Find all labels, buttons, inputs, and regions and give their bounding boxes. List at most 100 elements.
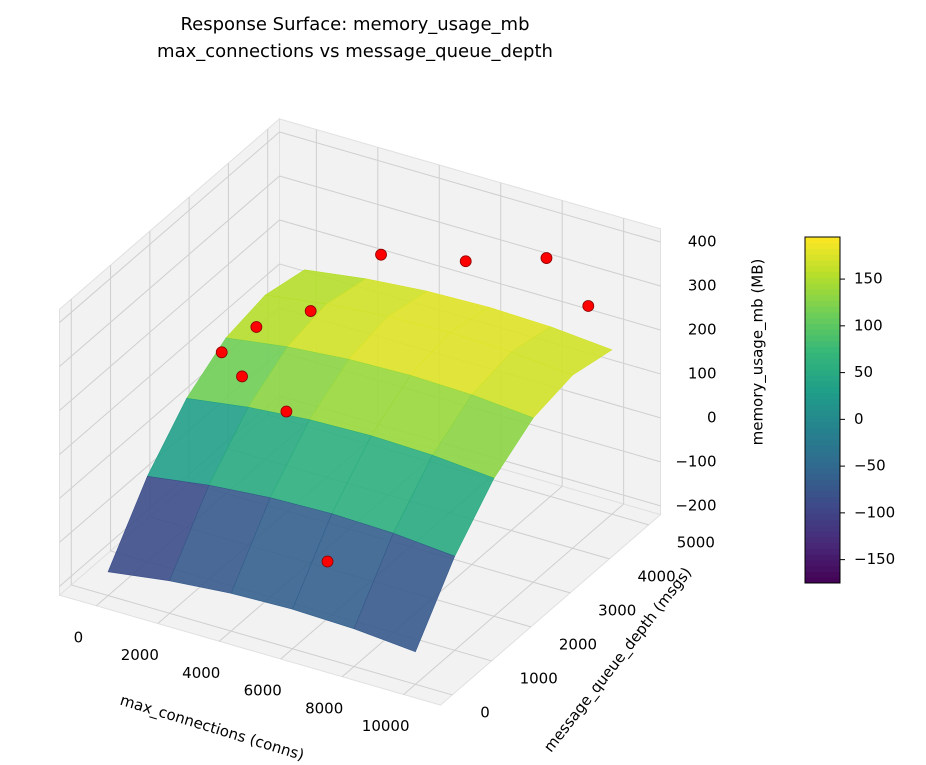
x-tick-label: 0 (74, 628, 84, 646)
x-tick-label: 10000 (362, 717, 410, 735)
colorbar-segment (805, 508, 840, 515)
grid-line (341, 485, 563, 678)
colorbar-segment (805, 554, 840, 561)
data-point (540, 252, 553, 264)
colorbar-segment (805, 363, 840, 371)
colorbar-segment (805, 479, 840, 486)
colorbar-segment (805, 254, 840, 261)
y-tick-label: 1000 (520, 669, 558, 687)
y-tick-label: 0 (480, 703, 490, 721)
z-tick-label: 200 (688, 320, 717, 338)
y-tick-label: 3000 (598, 601, 636, 619)
colorbar-segment (805, 277, 840, 284)
colorbar-segment (805, 536, 840, 544)
colorbar-segment (805, 559, 840, 567)
x-tick-label: 4000 (182, 664, 220, 682)
colorbar-segment (805, 381, 840, 388)
z-tick-label: 400 (688, 233, 717, 251)
colorbar-segment (805, 444, 840, 451)
colorbar-segment (805, 404, 840, 411)
grid-line (279, 175, 661, 287)
data-point (250, 321, 263, 333)
colorbar-segment (805, 323, 840, 330)
colorbar-segment (805, 346, 840, 353)
colorbar-segment (805, 565, 840, 572)
colorbar-segment (805, 525, 840, 532)
y-tick-label: 4000 (637, 567, 675, 585)
y-tick-label: 2000 (559, 635, 597, 653)
colorbar-segment (805, 306, 840, 313)
colorbar-segment (805, 513, 840, 521)
colorbar-segment (805, 502, 840, 509)
grid-line (279, 131, 661, 243)
colorbar-segment (805, 248, 840, 255)
colorbar-segment (805, 294, 840, 301)
colorbar-segment (805, 369, 840, 376)
colorbar-segment (805, 571, 840, 578)
grid-line (59, 175, 280, 367)
colorbar-segment (805, 271, 840, 278)
colorbar-segment (805, 484, 840, 492)
colorbar-segment (805, 542, 840, 549)
chart-title: Response Surface: memory_usage_mb (180, 14, 529, 35)
data-point (304, 305, 317, 317)
colorbar-segment (805, 410, 840, 417)
colorbar-segment (805, 335, 840, 342)
colorbar-segment (805, 577, 840, 584)
colorbar-segment (805, 496, 840, 503)
z-tick-label: 0 (707, 408, 717, 426)
colorbar-segment (805, 548, 840, 555)
colorbar-segment (805, 283, 840, 290)
colorbar-tick-label: 50 (854, 363, 873, 381)
colorbar-segment (805, 415, 840, 423)
z-tick-label: −200 (675, 496, 716, 514)
colorbar-segment (805, 519, 840, 526)
surface-patch (353, 532, 456, 653)
grid-line (59, 131, 280, 323)
x-axis-label: max_connections (conns) (118, 691, 307, 765)
colorbar-segment (805, 450, 840, 457)
colorbar-segment (805, 300, 840, 307)
data-point (215, 346, 228, 359)
grid-line (71, 584, 453, 696)
colorbar-segment (805, 490, 840, 497)
z-tick-label: 100 (688, 364, 717, 382)
colorbar-segment (805, 438, 840, 446)
grid-line (279, 219, 661, 331)
data-point (582, 300, 595, 312)
colorbar-segment (805, 260, 840, 267)
colorbar-segment (805, 398, 840, 405)
colorbar-segment (805, 467, 840, 474)
colorbar-tick-label: −150 (854, 550, 895, 568)
colorbar-segment (805, 461, 840, 469)
colorbar-tick-label: 150 (854, 270, 883, 288)
data-point (375, 248, 387, 261)
x-tick-label: 6000 (244, 682, 282, 700)
colorbar-segment (805, 317, 840, 324)
colorbar-segment (805, 531, 840, 538)
colorbar-frame (804, 236, 841, 584)
colorbar-segment (805, 237, 840, 244)
z-axis-label: memory_usage_mb (MB) (749, 259, 768, 446)
colorbar-segment (805, 242, 840, 250)
colorbar-segment (805, 433, 840, 440)
colorbar-segment (805, 288, 840, 296)
colorbar-tick-label: 100 (854, 316, 883, 334)
grid-line (403, 503, 624, 695)
data-point (459, 255, 472, 268)
colorbar-segment (805, 329, 840, 336)
colorbar-segment (805, 311, 840, 319)
colorbar-tick-label: 0 (854, 410, 864, 428)
colorbar-segment (805, 392, 840, 399)
grid-line (59, 263, 280, 455)
data-point (236, 370, 248, 383)
colorbar-segment (805, 375, 840, 382)
z-tick-label: 300 (688, 277, 717, 295)
colorbar-segment (805, 265, 840, 273)
colorbar-segment (805, 456, 840, 463)
x-tick-label: 2000 (121, 646, 159, 664)
colorbar-tick-label: −100 (854, 503, 895, 521)
data-point (321, 555, 334, 568)
colorbar-segment (805, 340, 840, 348)
